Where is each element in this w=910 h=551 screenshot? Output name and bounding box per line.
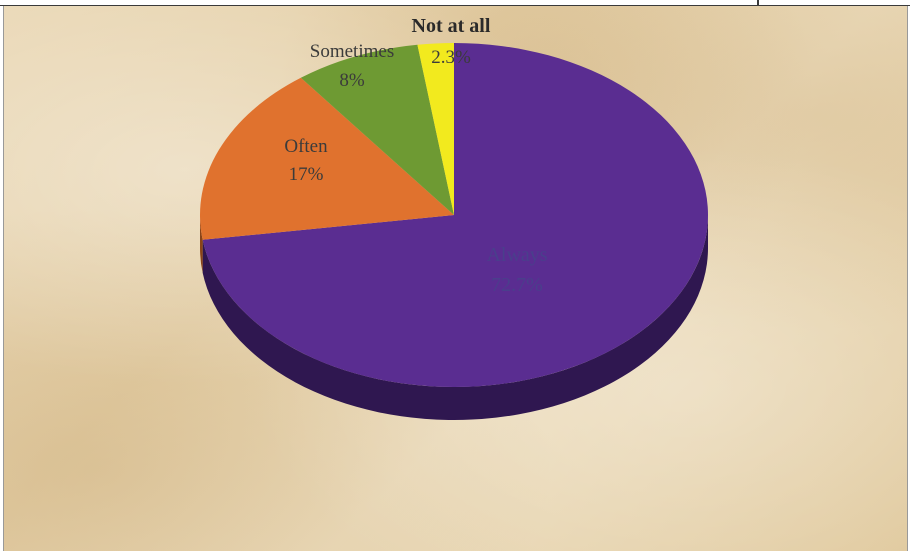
pie-slice-sometimes (300, 44, 454, 215)
slice-value-often: 17% (289, 164, 324, 185)
top-border (0, 0, 910, 6)
slice-label-often: Often (284, 136, 328, 157)
slice-value-always: 72.7% (491, 274, 543, 296)
left-edge (0, 6, 4, 551)
slice-label-always: Always (486, 244, 547, 266)
pie-top-layer (200, 43, 708, 387)
pie-slice-not-at-all (417, 43, 454, 215)
pie-slice-always (202, 43, 708, 387)
pie-side-often (200, 215, 203, 273)
pie-side-always (202, 215, 709, 421)
top-border-tick (757, 0, 759, 6)
pie-slice-often (200, 77, 454, 240)
slice-label-sometimes: Sometimes (310, 41, 394, 62)
slice-value-sometimes: 8% (339, 70, 365, 91)
pie-side-layer (200, 215, 709, 421)
slice-value-not-at-all: 2.3% (431, 47, 471, 68)
right-edge (907, 6, 910, 551)
slice-label-not-at-all: Not at all (412, 15, 491, 37)
